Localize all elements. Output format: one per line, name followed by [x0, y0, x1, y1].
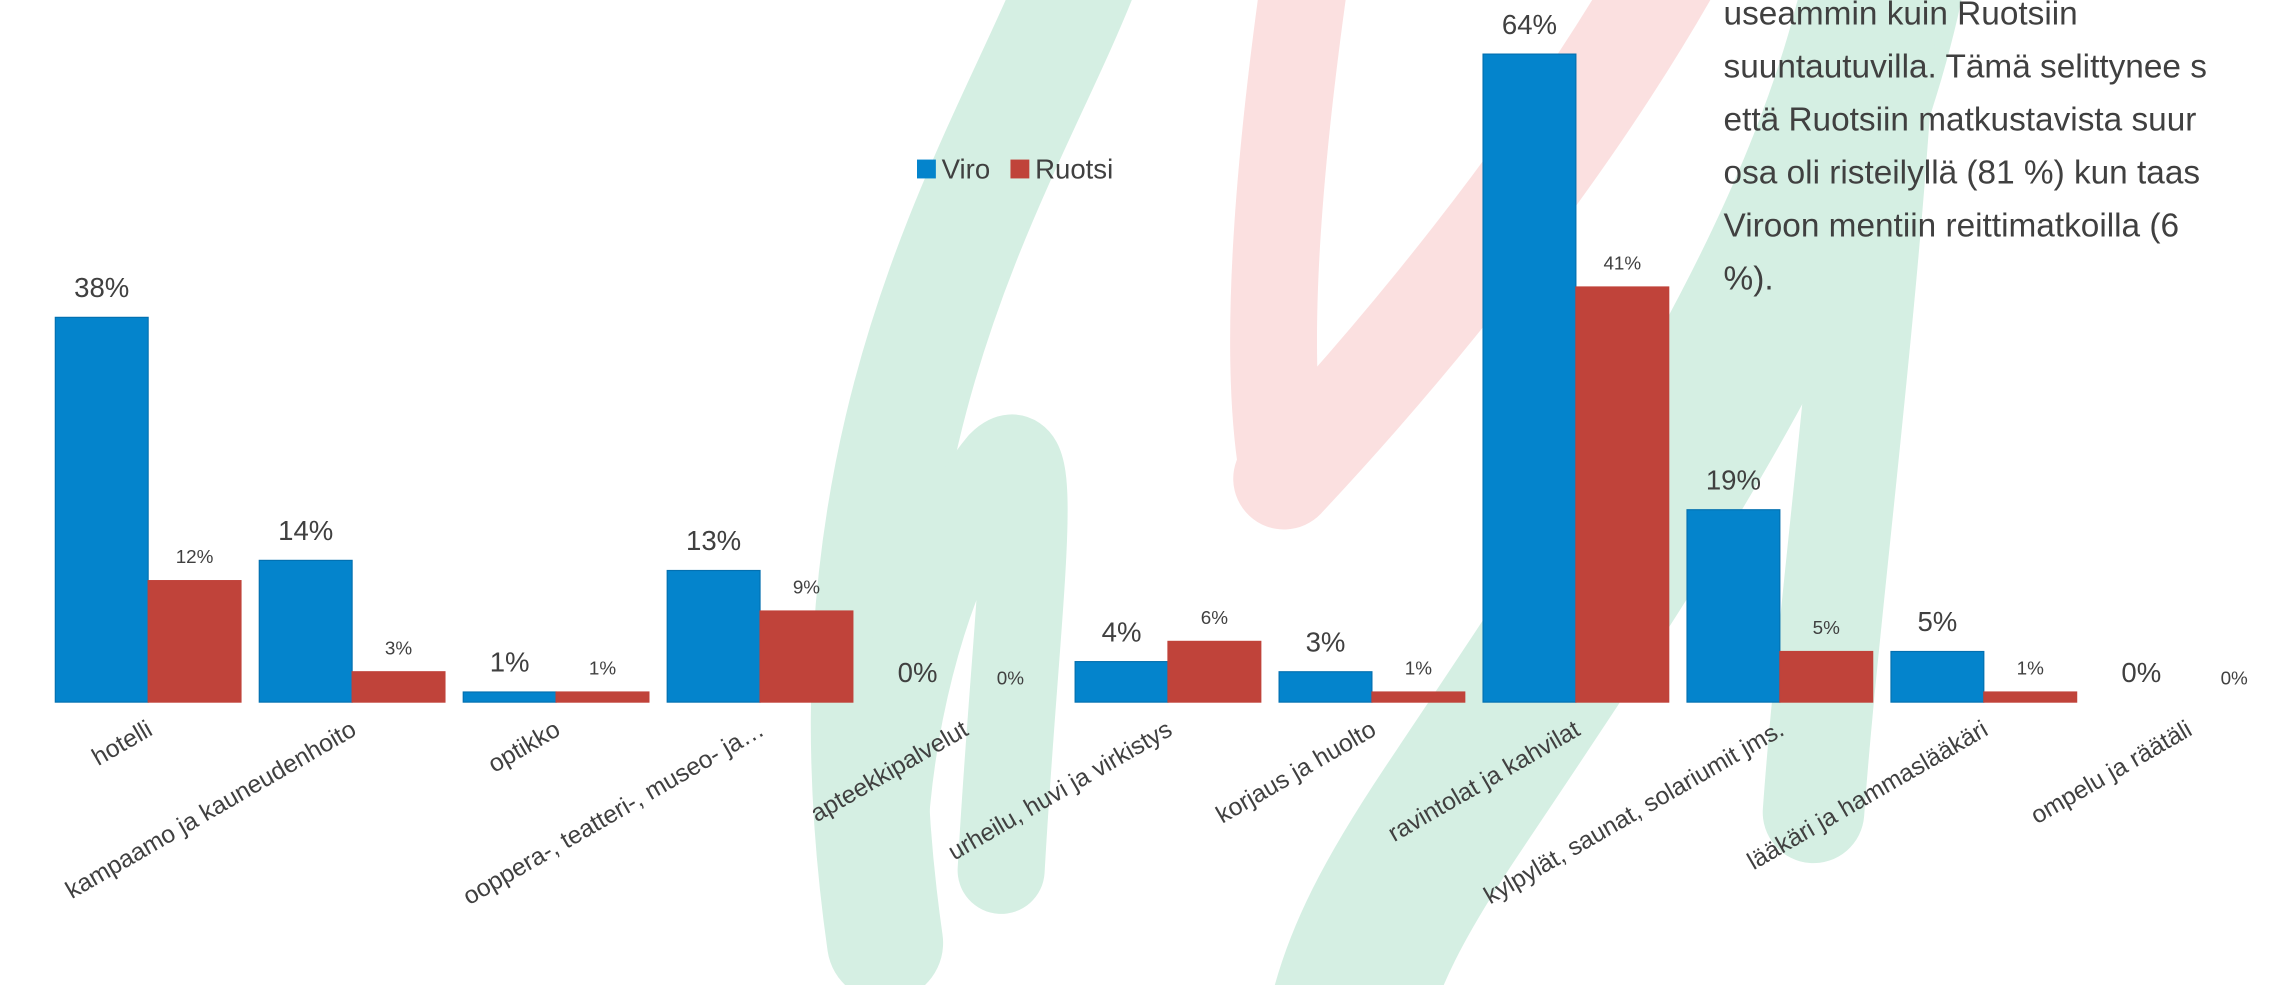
bar	[147, 580, 242, 703]
legend-label: Ruotsi	[1035, 153, 1113, 184]
bar	[555, 691, 650, 703]
annotation-line: osa oli risteilyllä (81 %) kun taas	[1724, 155, 2200, 192]
x-tick-label: hotelli	[88, 716, 157, 772]
data-label: 1%	[2017, 658, 2044, 679]
bar	[1983, 691, 2078, 703]
data-label: 38%	[74, 272, 129, 303]
data-label: 41%	[1603, 253, 1641, 274]
data-label: 14%	[278, 515, 333, 546]
data-label: 5%	[1917, 606, 1957, 637]
legend-swatch	[916, 159, 936, 179]
data-label: 0%	[898, 657, 938, 688]
annotation-line: %).	[1724, 260, 1774, 297]
bar	[1575, 286, 1670, 703]
data-label: 13%	[686, 525, 741, 556]
data-label: 1%	[1405, 658, 1432, 679]
x-tick-label: optikko	[484, 716, 565, 778]
data-label: 3%	[385, 637, 412, 658]
data-label: 64%	[1502, 9, 1557, 40]
legend: Viro Ruotsi	[916, 153, 1113, 184]
data-label: 3%	[1306, 626, 1346, 657]
legend-swatch	[1010, 159, 1030, 179]
annotation-line: että Ruotsiin matkustavista suur	[1724, 102, 2197, 139]
x-tick-label: ompelu ja räätäli	[2026, 716, 2196, 830]
data-label: 0%	[2121, 657, 2161, 688]
bar	[54, 316, 149, 703]
bar	[1371, 691, 1466, 703]
bar	[1278, 671, 1373, 703]
bar	[1779, 650, 1874, 703]
bar	[258, 559, 353, 703]
bar	[1482, 53, 1577, 703]
x-tick-label: korjaus ja huolto	[1212, 716, 1381, 829]
bar	[1074, 661, 1169, 703]
data-label: 1%	[490, 647, 530, 678]
bar	[462, 691, 557, 703]
data-label: 0%	[997, 668, 1024, 689]
data-label: 0%	[2221, 668, 2248, 689]
data-label: 4%	[1102, 616, 1142, 647]
bar	[351, 671, 446, 703]
data-label: 6%	[1201, 607, 1228, 628]
bar	[759, 610, 854, 703]
annotation-line: useammin kuin Ruotsiin	[1724, 0, 2078, 33]
data-label: 19%	[1706, 464, 1761, 495]
data-label: 1%	[589, 658, 616, 679]
bar	[666, 569, 761, 703]
bar	[1686, 509, 1781, 703]
data-label: 5%	[1813, 617, 1840, 638]
legend-label: Viro	[942, 153, 991, 184]
data-label: 9%	[793, 577, 820, 598]
data-label: 12%	[176, 546, 214, 567]
annotation-line: Viroon mentiin reittimatkoilla (6	[1724, 207, 2179, 244]
bar	[1167, 640, 1262, 703]
annotation-line: suuntautuvilla. Tämä selittynee s	[1724, 49, 2207, 86]
bar	[1890, 650, 1985, 703]
annotation: useammin kuin Ruotsiin suuntautuvilla. Tä…	[1724, 0, 2207, 297]
